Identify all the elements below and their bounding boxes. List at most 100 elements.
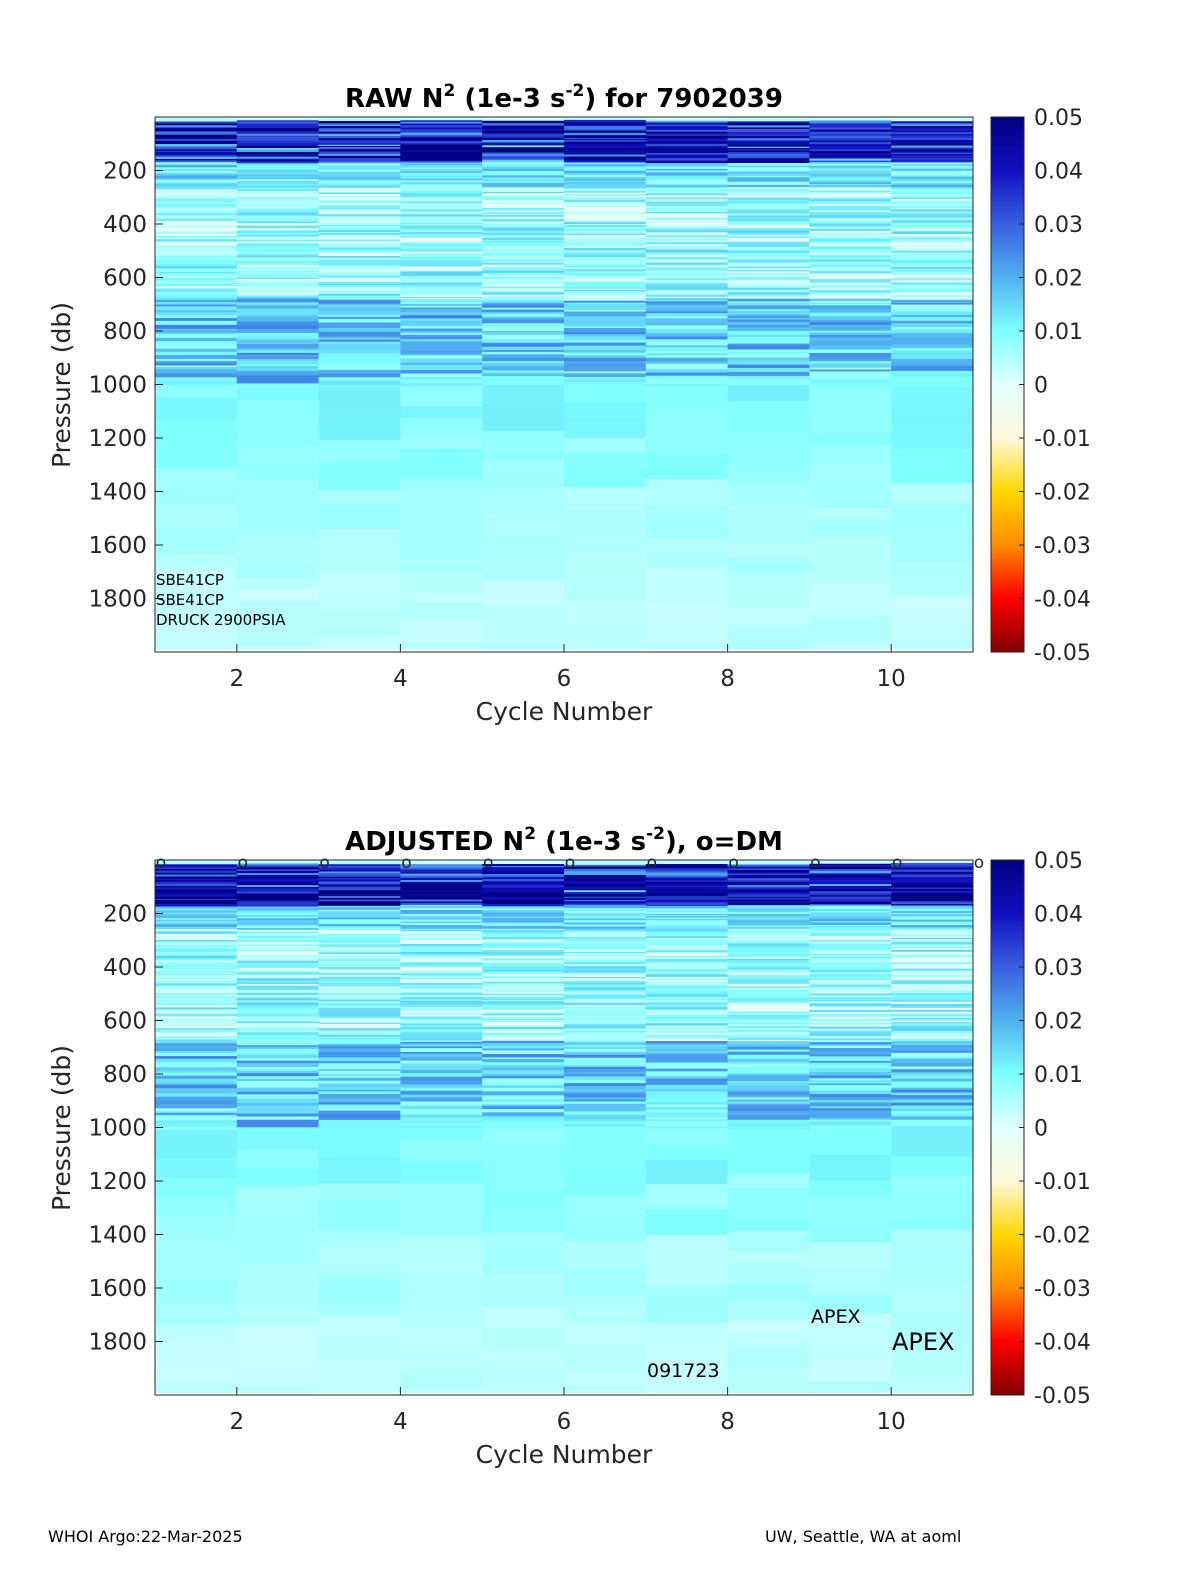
heatmap-cell [400,251,483,255]
heatmap-cell [318,1013,401,1015]
heatmap-cell [155,309,238,313]
heatmap-cell [236,1051,320,1055]
heatmap-cell [482,230,565,234]
heatmap-cell [727,1064,810,1068]
heatmap-cell [727,911,810,914]
heatmap-cell [236,1032,320,1036]
heatmap-cell [400,195,483,198]
heatmap-cell [482,877,565,880]
heatmap-cell [645,478,729,507]
heatmap-cell [727,901,810,904]
heatmap-cell [482,172,565,176]
heatmap-cell [236,340,320,344]
heatmap-cell [645,146,729,149]
heatmap-cell [400,127,483,130]
heatmap-cell [564,418,647,439]
heatmap-cell [645,1073,729,1077]
heatmap-cell [236,892,320,895]
heatmap-cell [400,504,483,531]
heatmap-cell [564,275,647,277]
heatmap-cell [318,881,401,884]
heatmap-cell [564,468,647,488]
heatmap-cell [564,259,647,262]
heatmap-cell [891,296,974,299]
heatmap-cell [155,567,238,588]
heatmap-cell [155,337,238,342]
heatmap-cell [564,272,647,276]
heatmap-cell [564,1030,647,1034]
heatmap-cell [727,279,810,283]
heatmap-cell [809,386,892,414]
heatmap-cell [482,1031,565,1035]
heatmap-cell [155,1053,238,1057]
heatmap-cell [891,891,974,894]
heatmap-cell [155,227,238,231]
heatmap-cell [155,173,238,177]
heatmap-cell [400,1026,483,1030]
heatmap-cell [891,279,974,282]
heatmap-cell [727,191,810,193]
heatmap-cell [645,601,729,627]
heatmap-cell [318,182,401,186]
heatmap-cell [318,930,401,932]
heatmap-cell [564,295,647,299]
heatmap-cell [891,1050,974,1054]
heatmap-cell [564,1027,647,1030]
heatmap-cell [645,1049,729,1052]
heatmap-cell [400,182,483,185]
heatmap-cell [155,1050,238,1054]
heatmap-cell [155,1043,238,1047]
heatmap-cell [318,981,401,984]
heatmap-cell [564,918,647,921]
heatmap-cell [564,996,647,999]
heatmap-cell [155,1088,238,1093]
heatmap-cell [155,348,238,353]
heatmap-cell [645,150,729,153]
heatmap-cell [155,243,238,247]
heatmap-cell [891,945,974,948]
heatmap-cell [564,509,647,536]
heatmap-cell [727,1083,810,1086]
heatmap-cell [645,877,729,881]
heatmap-cell [155,1064,238,1068]
heatmap-cell [645,866,729,869]
heatmap-cell [400,180,483,183]
heatmap-cell [891,235,974,238]
heatmap-cell [236,1046,320,1050]
heatmap-cell [318,142,401,146]
heatmap-cell [809,176,892,179]
heatmap-cell [236,1386,320,1393]
heatmap-cell [809,1180,892,1199]
heatmap-cell [318,117,401,120]
heatmap-cell [564,1051,647,1056]
heatmap-cell [318,951,401,953]
heatmap-cell [155,972,238,975]
heatmap-cell [645,1023,729,1027]
heatmap-cell [400,178,483,181]
heatmap-cell [809,125,892,129]
heatmap-cell [645,1062,729,1066]
heatmap-cell [155,355,238,360]
heatmap-cell [236,243,320,246]
heatmap-cell [155,945,238,948]
heatmap-cell [891,1007,974,1011]
heatmap-cell [482,959,565,962]
heatmap-cell [236,985,320,989]
heatmap-cell [155,954,238,957]
heatmap-cell [318,1120,401,1125]
heatmap-cell [236,446,320,469]
heatmap-cell [400,995,483,998]
heatmap-cell [482,1306,565,1329]
heatmap-cell [318,202,401,205]
heatmap-cell [400,960,483,963]
heatmap-cell [400,370,483,375]
heatmap-cell [645,131,729,135]
heatmap-cell [400,292,483,296]
heatmap-cell [645,143,729,147]
heatmap-cell [236,338,320,342]
heatmap-cell [645,1104,729,1108]
heatmap-cell [236,1087,320,1093]
heatmap-cell [809,235,892,238]
heatmap-cell [236,240,320,242]
heatmap-cell [891,993,974,996]
